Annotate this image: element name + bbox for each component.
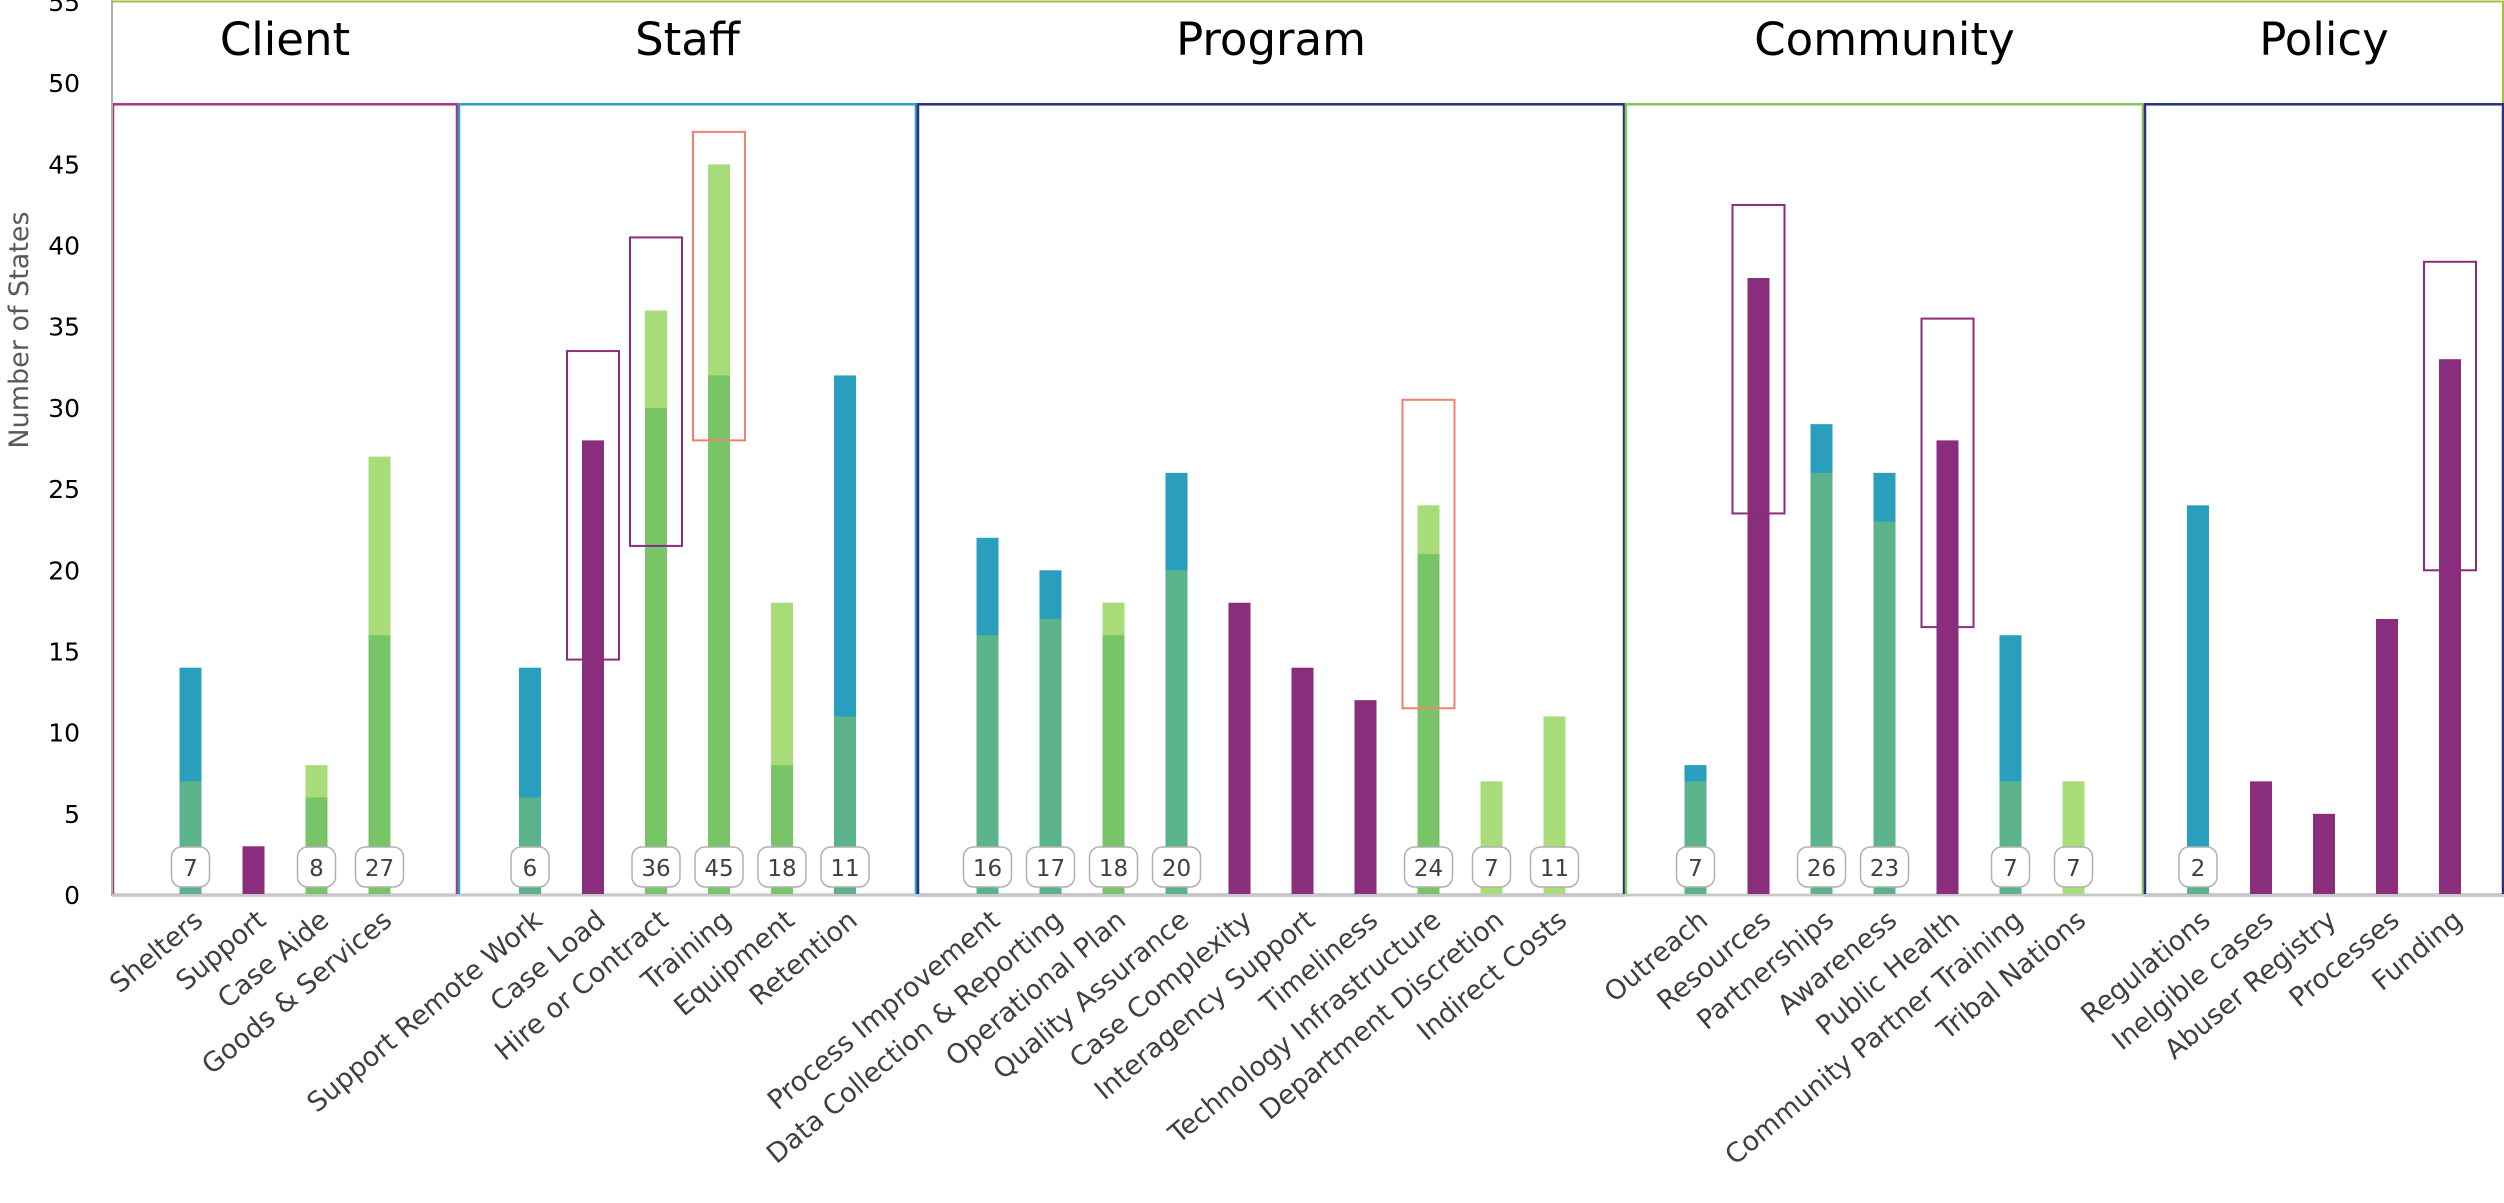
data-label-box bbox=[1990, 846, 2031, 888]
bar-overlap bbox=[1873, 521, 1896, 895]
data-label: 7 bbox=[1688, 856, 1703, 882]
data-label-box bbox=[1529, 846, 1580, 888]
data-label: 20 bbox=[1162, 856, 1191, 882]
highlight-box bbox=[1731, 203, 1786, 515]
bar-total bbox=[2250, 781, 2272, 895]
data-label: 16 bbox=[973, 856, 1002, 882]
y-tick-label: 5 bbox=[64, 800, 80, 829]
y-tick-label: 45 bbox=[48, 150, 80, 179]
data-label-box bbox=[354, 846, 405, 888]
group-titles: Client Staff Program Community Policy bbox=[220, 13, 2389, 66]
data-label-box bbox=[170, 846, 211, 888]
y-tick-label: 15 bbox=[48, 637, 80, 666]
group-title-policy: Policy bbox=[2259, 13, 2388, 66]
bar-total bbox=[1354, 700, 1377, 895]
data-label: 17 bbox=[1036, 856, 1065, 882]
bar-total bbox=[1228, 602, 1251, 895]
data-label-box bbox=[2053, 846, 2094, 888]
data-label: 45 bbox=[704, 856, 733, 882]
y-tick-label: 0 bbox=[64, 881, 80, 910]
data-label-box bbox=[1403, 846, 1454, 888]
data-label: 26 bbox=[1807, 856, 1836, 882]
highlight-box bbox=[629, 236, 683, 547]
group-frame-client bbox=[111, 103, 459, 897]
group-title-client: Client bbox=[220, 13, 350, 66]
bar-total bbox=[242, 846, 265, 895]
data-label-box bbox=[1675, 846, 1716, 888]
bar-total bbox=[582, 440, 604, 895]
data-label: 24 bbox=[1414, 856, 1443, 882]
group-title-community: Community bbox=[1754, 13, 2014, 66]
bars-layer bbox=[179, 164, 2461, 895]
data-label: 27 bbox=[365, 856, 394, 882]
data-label-box bbox=[694, 846, 744, 888]
y-tick-label: 40 bbox=[48, 232, 80, 261]
bar-total bbox=[1936, 440, 1959, 895]
bar-total bbox=[2187, 505, 2209, 895]
data-label-box bbox=[1088, 846, 1139, 888]
data-label-box bbox=[1025, 846, 1076, 888]
highlight-box bbox=[2423, 260, 2477, 572]
data-labels: 7 8 27 6 36 45 18 11 16 17 18 20 24 7 11 7 26 23 7 7 2 bbox=[170, 846, 2218, 888]
group-frame-program bbox=[916, 103, 1626, 897]
data-label-box bbox=[1796, 846, 1847, 888]
data-label: 7 bbox=[2066, 856, 2081, 882]
data-label: 11 bbox=[830, 856, 859, 882]
bar-overlap bbox=[1165, 570, 1188, 895]
bar-overlap bbox=[368, 635, 391, 895]
data-label: 18 bbox=[1099, 856, 1128, 882]
y-tick-label: 20 bbox=[48, 556, 80, 585]
highlight-box bbox=[566, 350, 620, 661]
highlight-box bbox=[1920, 317, 1975, 629]
y-axis: 0 5 10 15 20 25 30 35 40 45 50 55 bbox=[48, 0, 2504, 910]
bar-total bbox=[2439, 359, 2461, 895]
bar-overlap bbox=[708, 375, 730, 895]
data-label: 18 bbox=[767, 856, 796, 882]
y-tick-label: 35 bbox=[48, 313, 80, 342]
bar-overlap bbox=[1810, 472, 1833, 895]
data-label-box bbox=[962, 846, 1013, 888]
y-tick-label: 50 bbox=[48, 69, 80, 98]
data-label: 2 bbox=[2191, 856, 2206, 882]
y-tick-label: 30 bbox=[48, 394, 80, 423]
highlight-box bbox=[692, 130, 746, 442]
data-label-box bbox=[296, 846, 337, 888]
group-title-staff: Staff bbox=[635, 13, 741, 66]
data-label-box bbox=[631, 846, 681, 888]
data-label-box bbox=[2178, 846, 2218, 888]
data-label: 8 bbox=[309, 856, 324, 882]
data-label: 7 bbox=[2003, 856, 2018, 882]
bar-total bbox=[1747, 278, 1770, 895]
data-label: 23 bbox=[1870, 856, 1899, 882]
bar-total bbox=[1291, 667, 1314, 895]
bar-overlap bbox=[645, 407, 667, 895]
bar-overlap bbox=[1102, 635, 1125, 895]
y-axis-label: Number of States bbox=[4, 211, 35, 448]
data-label-box bbox=[820, 846, 870, 888]
highlight-callouts bbox=[566, 130, 2477, 710]
group-title-program: Program bbox=[1176, 13, 1366, 66]
bar-overlap bbox=[1039, 618, 1062, 895]
data-label: 36 bbox=[641, 856, 670, 882]
data-label-box bbox=[1859, 846, 1910, 888]
y-tick-label: 10 bbox=[48, 719, 80, 748]
y-tick-label: 55 bbox=[48, 0, 80, 17]
data-label: 7 bbox=[183, 856, 198, 882]
data-label-box bbox=[1471, 846, 1512, 888]
data-label: 11 bbox=[1540, 856, 1569, 882]
data-label: 6 bbox=[523, 856, 538, 882]
data-label-box bbox=[510, 846, 550, 888]
bar-total bbox=[2376, 618, 2398, 895]
data-label: 7 bbox=[1484, 856, 1499, 882]
data-label-box bbox=[757, 846, 807, 888]
bar-overlap bbox=[976, 635, 999, 895]
bar-overlap bbox=[1417, 554, 1440, 895]
highlight-box bbox=[1401, 398, 1456, 710]
bar-total bbox=[2313, 813, 2335, 895]
y-tick-label: 25 bbox=[48, 475, 80, 504]
data-label-box bbox=[1151, 846, 1202, 888]
